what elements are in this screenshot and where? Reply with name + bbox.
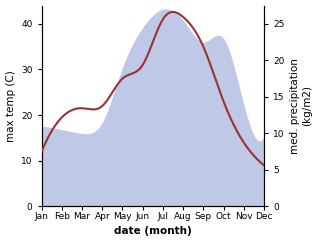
Y-axis label: med. precipitation
(kg/m2): med. precipitation (kg/m2) (290, 58, 313, 154)
X-axis label: date (month): date (month) (114, 227, 192, 236)
Y-axis label: max temp (C): max temp (C) (5, 70, 16, 142)
